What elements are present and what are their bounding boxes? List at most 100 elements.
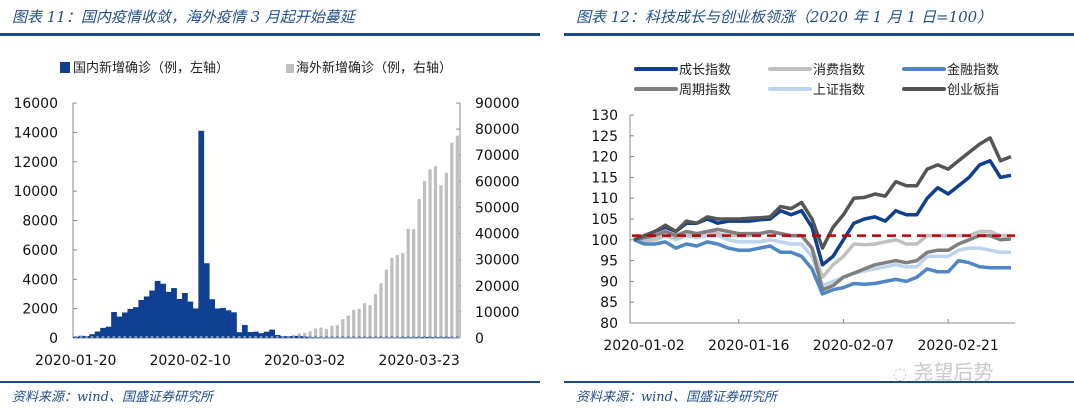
baseline-marker — [428, 336, 432, 338]
domestic-bar — [192, 308, 199, 338]
overseas-bar — [319, 327, 323, 338]
y-tick-label: 90 — [600, 274, 618, 290]
overseas-bar — [335, 325, 339, 338]
overseas-bar — [422, 180, 427, 338]
domestic-bar — [247, 332, 254, 338]
y-left-tick-label: 14000 — [13, 125, 58, 141]
baseline-marker — [286, 336, 290, 338]
domestic-bar — [127, 308, 134, 338]
domestic-bar — [236, 332, 243, 338]
baseline-marker — [270, 336, 274, 338]
domestic-bar — [111, 311, 117, 338]
baseline-marker — [406, 336, 410, 338]
domestic-bar — [165, 291, 172, 338]
x-tick-label: 2020-03-02 — [264, 353, 345, 369]
baseline-marker — [308, 336, 312, 338]
legend-label-cyclical: 周期指数 — [679, 83, 731, 98]
baseline-marker — [385, 336, 388, 338]
baseline-marker — [96, 336, 99, 338]
wechat-icon: ◌ — [893, 364, 907, 383]
overseas-bar — [455, 135, 459, 338]
domestic-bar — [143, 296, 150, 338]
domestic-bar — [100, 327, 107, 338]
baseline-marker — [303, 336, 307, 338]
domestic-bar — [138, 299, 145, 338]
baseline-marker — [145, 336, 148, 338]
y-left-tick-label: 6000 — [22, 243, 58, 259]
overseas-bar — [330, 325, 334, 338]
baseline-marker — [368, 336, 372, 338]
baseline-marker — [117, 336, 121, 338]
overseas-bar — [379, 283, 383, 338]
baseline-marker — [445, 336, 448, 338]
baseline-marker — [412, 336, 416, 338]
domestic-bar — [258, 333, 265, 338]
baseline-marker — [401, 336, 405, 338]
overseas-bar — [384, 269, 389, 338]
baseline-marker — [243, 336, 247, 338]
baseline-marker — [194, 336, 198, 338]
right-source-rule — [564, 381, 1074, 383]
baseline-marker — [450, 336, 454, 338]
baseline-marker — [128, 336, 132, 338]
y-tick-label: 130 — [591, 108, 618, 124]
baseline-marker — [90, 336, 94, 338]
baseline-marker — [374, 336, 377, 338]
overseas-bar — [450, 142, 454, 338]
domestic-bar — [252, 331, 259, 338]
y-right-tick-label: 0 — [475, 331, 484, 347]
x-tick-label: 2020-02-10 — [150, 353, 231, 369]
legend-swatch-domestic — [60, 62, 70, 73]
y-right-tick-label: 90000 — [475, 96, 520, 112]
overseas-bar — [324, 328, 329, 338]
y-tick-label: 115 — [591, 170, 618, 186]
baseline-marker — [101, 336, 105, 338]
domestic-bar — [241, 324, 248, 338]
baseline-marker — [188, 336, 192, 338]
x-tick-label: 2020-01-20 — [35, 353, 116, 369]
baseline-marker — [325, 336, 328, 338]
baseline-marker — [150, 336, 154, 338]
domestic-bar — [269, 329, 275, 338]
right-title-rule — [564, 33, 1074, 36]
domestic-bar — [149, 290, 156, 338]
y-right-tick-label: 10000 — [475, 305, 520, 321]
y-right-tick-label: 30000 — [475, 253, 520, 269]
baseline-marker — [107, 336, 110, 338]
baseline-marker — [210, 336, 214, 338]
y-right-tick-label: 20000 — [475, 279, 520, 295]
domestic-bar — [214, 308, 221, 338]
baseline-marker — [123, 336, 127, 338]
baseline-marker — [423, 336, 426, 338]
domestic-bar — [203, 263, 210, 338]
left-chart-title: 图表 11：国内疫情收敛，海外疫情 3 月起开始蔓延 — [12, 8, 355, 26]
overseas-bar — [433, 166, 438, 338]
overseas-bar — [346, 315, 350, 338]
overseas-bar — [303, 333, 307, 338]
overseas-bar — [362, 303, 367, 338]
baseline-marker — [363, 336, 366, 338]
baseline-marker — [395, 336, 399, 338]
overseas-bar — [444, 172, 449, 338]
y-right-tick-label: 40000 — [475, 227, 520, 243]
baseline-marker — [314, 336, 317, 338]
baseline-marker — [455, 336, 459, 338]
domestic-bar — [132, 307, 139, 338]
baseline-marker — [74, 336, 78, 338]
y-tick-label: 125 — [591, 129, 618, 145]
y-left-tick-label: 12000 — [13, 155, 58, 171]
baseline-marker — [167, 336, 170, 338]
baseline-marker — [259, 336, 263, 338]
domestic-bar — [122, 312, 128, 338]
baseline-marker — [297, 336, 301, 338]
baseline-marker — [319, 336, 323, 338]
baseline-marker — [134, 336, 138, 338]
baseline-marker — [292, 336, 296, 338]
left-chart: 国内新增确诊（例，左轴） 海外新增确诊（例，右轴） 0 2000 4000 6000 8… — [13, 60, 520, 369]
domestic-bar — [116, 316, 123, 338]
y-left-tick-label: 16000 — [13, 96, 58, 112]
baseline-marker — [335, 336, 339, 338]
baseline-marker — [379, 336, 383, 338]
domestic-bar — [105, 326, 112, 338]
overseas-bar — [412, 229, 416, 338]
